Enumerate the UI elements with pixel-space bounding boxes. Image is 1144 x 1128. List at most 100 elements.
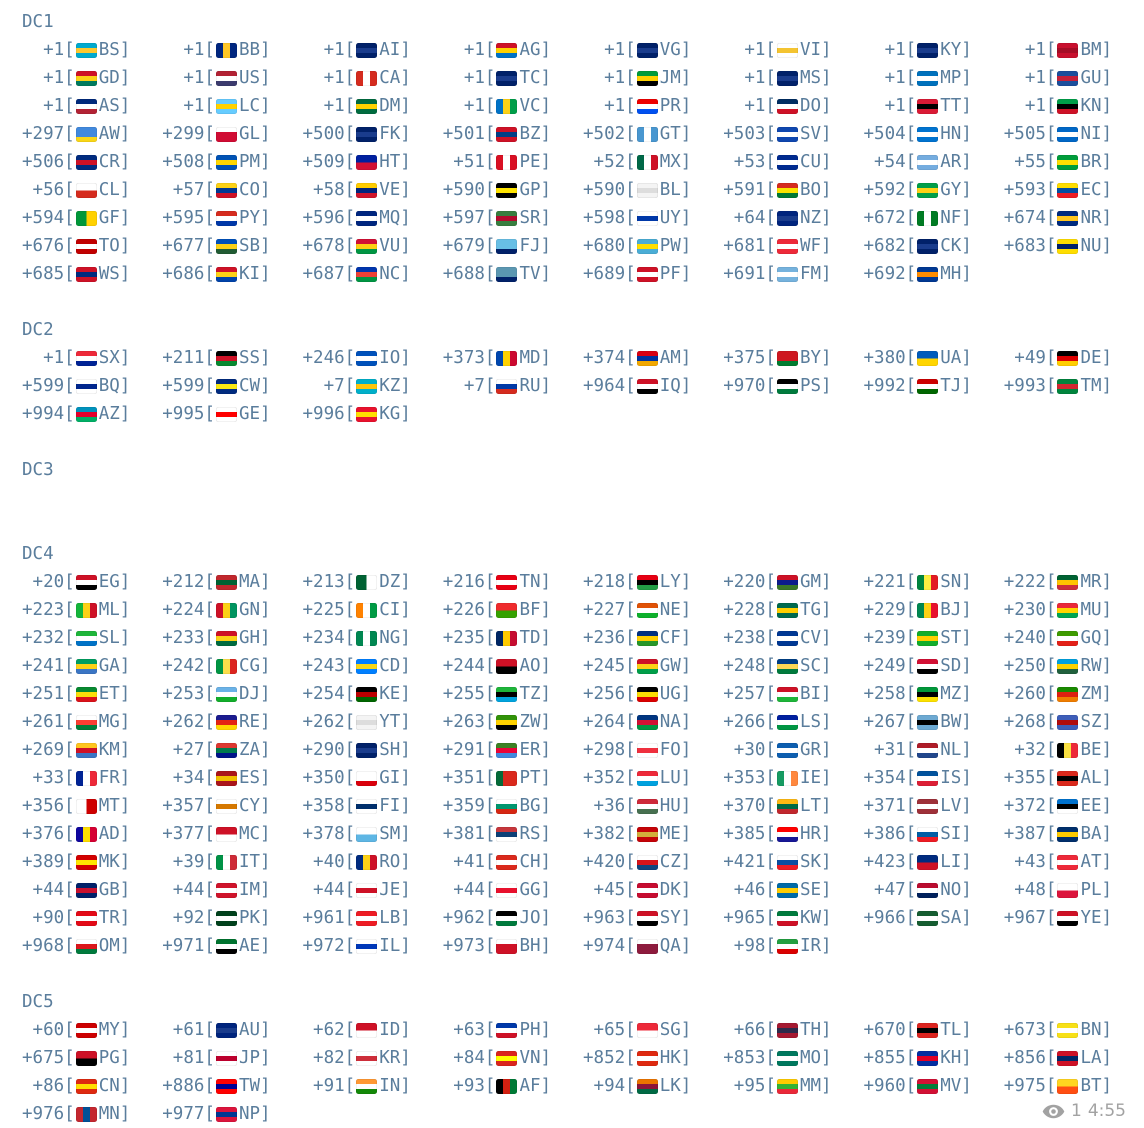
dial-code-entry: +590[BL] [583,180,692,200]
dial-code-entry: +1[MP] [863,68,972,88]
country-iso: GT [659,124,681,144]
country-iso: IL [379,936,401,956]
flag-bh-icon [496,938,518,954]
dial-code: +974 [583,936,626,956]
country-iso: UA [940,348,962,368]
country-iso: CK [940,236,962,256]
flag-fm-icon [776,266,798,282]
dial-code: +679 [442,236,485,256]
dial-code: +44 [442,880,485,900]
country-iso: IM [238,880,261,900]
dial-code: +240 [1003,628,1046,648]
dial-code: +678 [302,236,345,256]
flag-cv-icon [776,630,798,646]
dial-code-entry: +251[ET] [22,684,131,704]
flag-vc-icon [496,98,518,114]
country-iso: AU [238,1020,261,1040]
dial-code: +691 [723,264,766,284]
flag-at-icon [1057,854,1079,870]
dial-code: +290 [302,740,345,760]
country-iso: VU [379,236,401,256]
dial-code: +90 [22,908,65,928]
country-iso: HN [940,124,962,144]
dial-code-entry: +355[AL] [1003,768,1113,788]
dial-code-entry: +225[CI] [302,600,411,620]
country-iso: AE [238,936,261,956]
dial-code: +973 [442,936,485,956]
dial-code: +996 [302,404,345,424]
dial-code: +52 [583,152,626,172]
dial-code-entry: +351[PT] [442,768,552,788]
flag-pw-icon [636,238,658,254]
flag-lv-icon [917,798,939,814]
dial-code-entry: +264[NA] [583,712,692,732]
country-iso: FJ [519,236,541,256]
country-iso: SY [659,908,681,928]
country-iso: IN [379,1076,401,1096]
country-iso: MA [238,572,261,592]
flag-mp-icon [917,70,939,86]
dial-code: +212 [162,572,205,592]
dial-code-entry: +852[HK] [583,1048,692,1068]
dial-code: +968 [22,936,65,956]
dial-code: +267 [863,712,906,732]
dial-code-entry: +504[HN] [863,124,972,144]
dial-code-entry: +354[IS] [863,768,972,788]
country-iso: PR [659,96,681,116]
dial-code: +506 [22,152,65,172]
dial-code: +222 [1003,572,1046,592]
dial-code: +250 [1003,656,1046,676]
dial-code: +27 [162,740,205,760]
dial-code-entry: +376[AD] [22,824,131,844]
country-iso: TV [519,264,541,284]
dial-code: +993 [1003,376,1046,396]
country-iso: LT [799,796,822,816]
country-iso: WF [799,236,822,256]
country-iso: KG [379,404,401,424]
dial-code: +40 [302,852,345,872]
flag-si-icon [917,826,939,842]
flag-es-icon [215,770,237,786]
flag-ws-icon [75,266,97,282]
country-iso: PL [1080,880,1102,900]
section-header: DC4 [22,544,54,564]
flag-mz-icon [917,686,939,702]
flag-pr-icon [636,98,658,114]
flag-cn-icon [75,1078,97,1094]
flag-mg-icon [75,714,97,730]
section-dc2: DC2 +1[SX] +211[SS] +246[IO] +373[MD] +374[A… [22,316,1144,428]
flag-ai-icon [356,42,378,58]
dial-code-entry: +421[SK] [723,852,832,872]
country-iso: TH [799,1020,822,1040]
flag-cu-icon [776,154,798,170]
dial-code-entry: +94[LK] [583,1076,692,1096]
flag-cl-icon [75,182,97,198]
flag-bq-icon [75,378,97,394]
flag-gy-icon [917,182,939,198]
dial-code-entry: +48[PL] [1003,880,1113,900]
dial-code: +675 [22,1048,65,1068]
dial-code-entry: +86[CN] [22,1076,131,1096]
country-iso: CA [379,68,401,88]
flag-ie-icon [776,770,798,786]
dial-code: +239 [863,628,906,648]
flag-kn-icon [1057,98,1079,114]
dial-code: +382 [583,824,626,844]
dial-code: +1 [302,68,345,88]
dial-code: +855 [863,1048,906,1068]
dial-code-entry: +688[TV] [442,264,552,284]
dial-code-entry: +291[ER] [442,740,552,760]
flag-mo-icon [776,1050,798,1066]
country-iso: IE [799,768,822,788]
dial-code-entry: +33[FR] [22,768,131,788]
country-iso: RO [379,852,401,872]
dial-code: +971 [162,936,205,956]
flag-ee-icon [1057,798,1079,814]
country-iso: AR [940,152,962,172]
flag-la-icon [1057,1050,1079,1066]
flag-nf-icon [917,210,939,226]
dial-code-entry: +255[TZ] [442,684,552,704]
dial-code: +243 [302,656,345,676]
country-iso: CD [379,656,401,676]
flag-cd-icon [356,658,378,674]
